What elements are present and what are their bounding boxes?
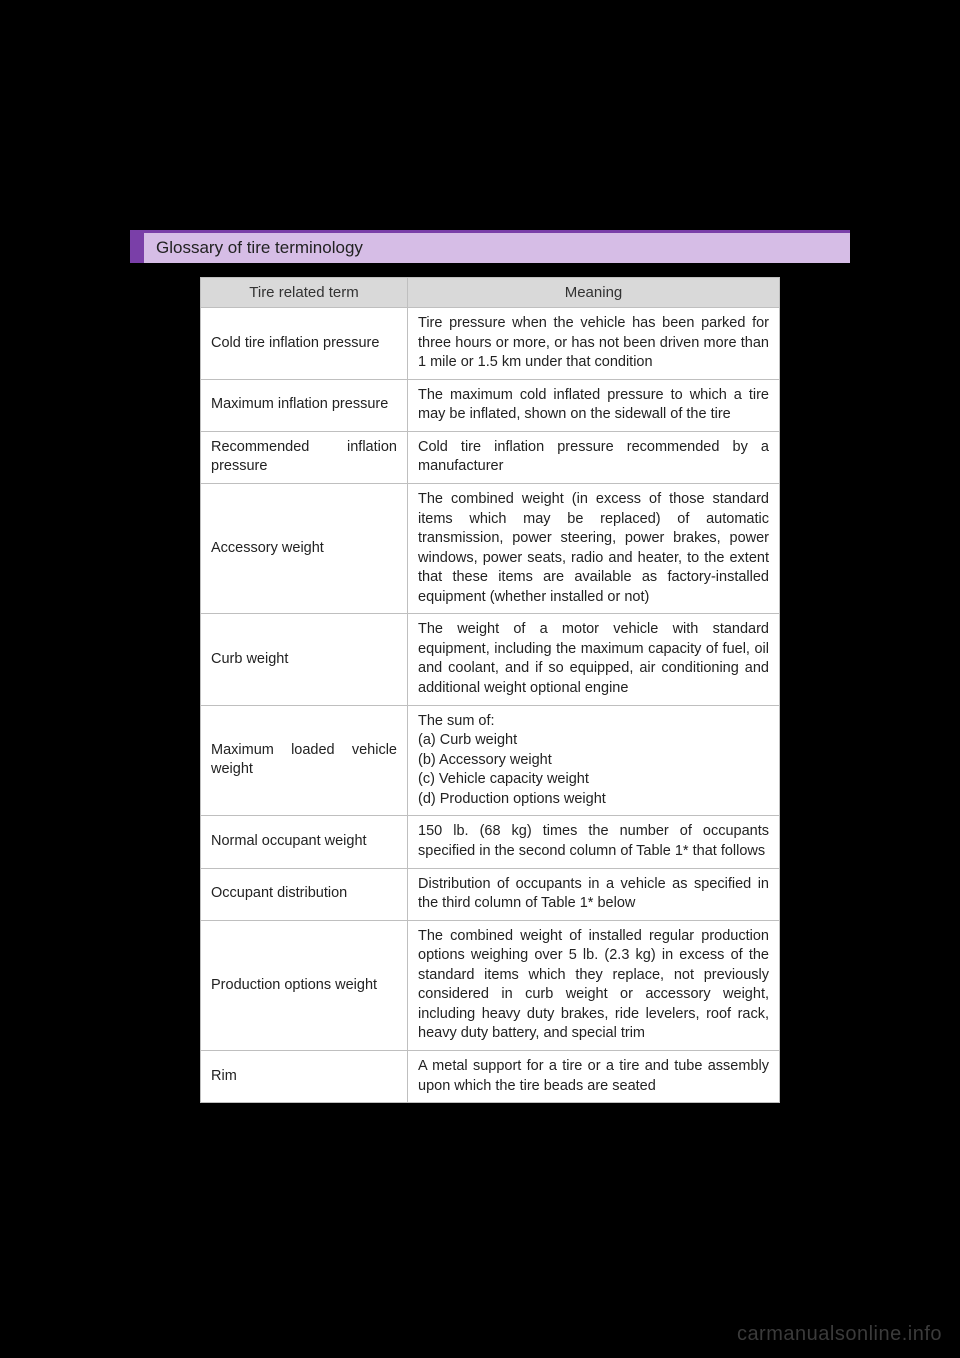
meaning-cell: The combined weight of installed regular… bbox=[408, 920, 780, 1050]
term-cell: Curb weight bbox=[201, 614, 408, 705]
section-title-text: Glossary of tire terminology bbox=[156, 238, 363, 258]
page-content: Glossary of tire terminology Tire relate… bbox=[130, 230, 850, 1103]
term-cell: Accessory weight bbox=[201, 483, 408, 613]
meaning-cell: The combined weight (in excess of those … bbox=[408, 483, 780, 613]
meaning-cell: A metal support for a tire or a tire and… bbox=[408, 1051, 780, 1103]
term-cell: Occupant distribution bbox=[201, 868, 408, 920]
meaning-cell: The weight of a motor vehicle with stand… bbox=[408, 614, 780, 705]
table-row: Recommended inflation pressure Cold tire… bbox=[201, 431, 780, 483]
table-row: Occupant distribution Distribution of oc… bbox=[201, 868, 780, 920]
table-row: Accessory weight The combined weight (in… bbox=[201, 483, 780, 613]
table-row: Normal occupant weight 150 lb. (68 kg) t… bbox=[201, 816, 780, 868]
table-row: Production options weight The combined w… bbox=[201, 920, 780, 1050]
table-row: Maximum loaded vehicle weight The sum of… bbox=[201, 705, 780, 816]
meaning-cell: Distribution of occupants in a vehicle a… bbox=[408, 868, 780, 920]
table-header-term: Tire related term bbox=[201, 278, 408, 308]
term-cell: Rim bbox=[201, 1051, 408, 1103]
table-row: Cold tire inflation pressure Tire pressu… bbox=[201, 308, 780, 380]
glossary-table: Tire related term Meaning Cold tire infl… bbox=[200, 277, 780, 1103]
term-cell: Maximum inflation pressure bbox=[201, 379, 408, 431]
meaning-cell: Cold tire inflation pressure recommended… bbox=[408, 431, 780, 483]
table-header-meaning: Meaning bbox=[408, 278, 780, 308]
watermark-text: carmanualsonline.info bbox=[737, 1323, 942, 1346]
term-cell: Recommended inflation pressure bbox=[201, 431, 408, 483]
term-cell: Cold tire inflation pressure bbox=[201, 308, 408, 380]
section-title-bar: Glossary of tire terminology bbox=[130, 230, 850, 263]
term-cell: Maximum loaded vehicle weight bbox=[201, 705, 408, 816]
table-header-row: Tire related term Meaning bbox=[201, 278, 780, 308]
meaning-cell: 150 lb. (68 kg) times the number of occu… bbox=[408, 816, 780, 868]
table-row: Rim A metal support for a tire or a tire… bbox=[201, 1051, 780, 1103]
term-cell: Normal occupant weight bbox=[201, 816, 408, 868]
section-title-accent bbox=[130, 230, 144, 263]
meaning-cell: The maximum cold inflated pressure to wh… bbox=[408, 379, 780, 431]
table-row: Curb weight The weight of a motor vehicl… bbox=[201, 614, 780, 705]
meaning-cell: The sum of:(a) Curb weight(b) Accessory … bbox=[408, 705, 780, 816]
term-cell: Production options weight bbox=[201, 920, 408, 1050]
meaning-cell: Tire pressure when the vehicle has been … bbox=[408, 308, 780, 380]
table-row: Maximum inflation pressure The maximum c… bbox=[201, 379, 780, 431]
